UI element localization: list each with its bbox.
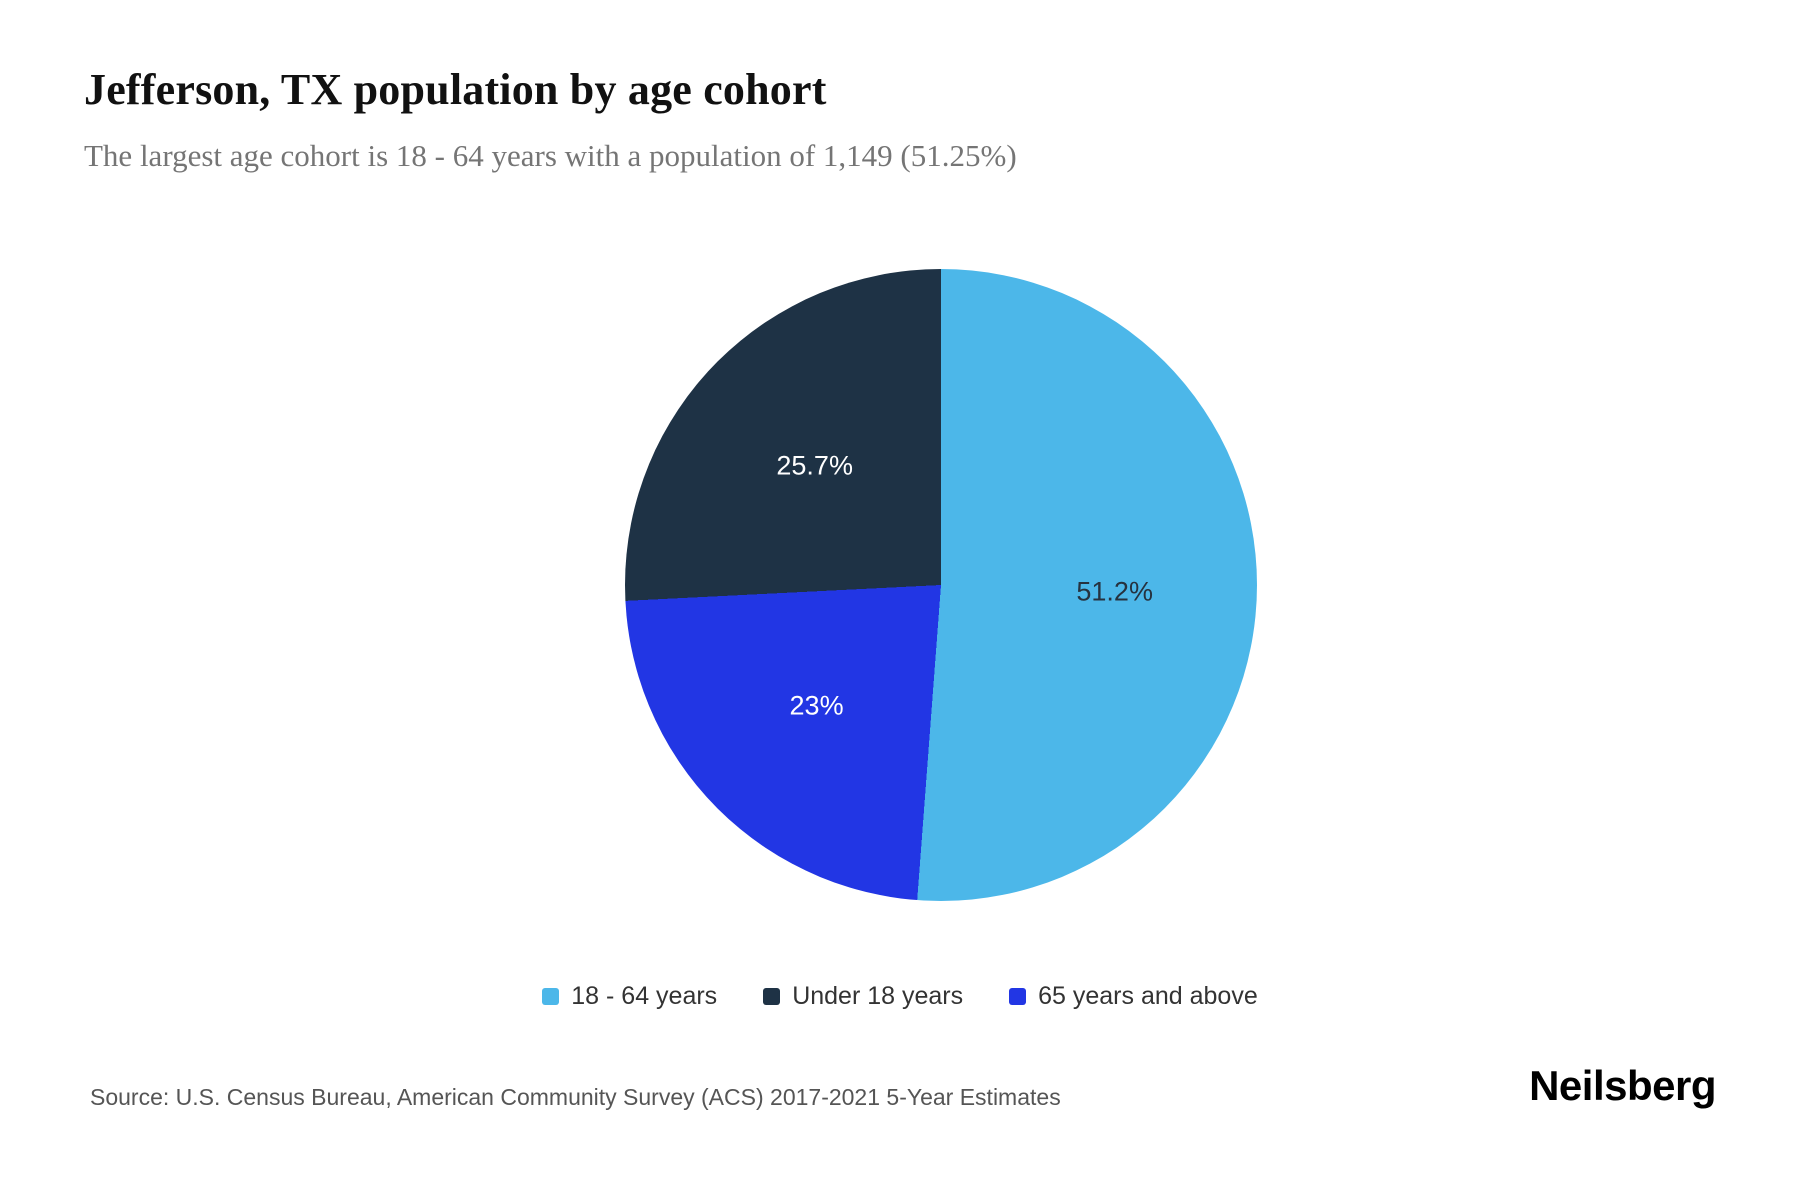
legend-label-18-64-years: 18 - 64 years bbox=[571, 982, 718, 1010]
slice-label-1: 23% bbox=[789, 690, 844, 721]
legend-swatch-65-years-and-above bbox=[1009, 988, 1027, 1005]
pie-chart[interactable]: 51.2% 23% 25.7% bbox=[625, 269, 1257, 901]
chart-subtitle: The largest age cohort is 18 - 64 years … bbox=[84, 138, 1017, 173]
legend-item-18-64-years[interactable]: 18 - 64 years bbox=[542, 982, 717, 1011]
legend-swatch-under-18-years bbox=[763, 988, 781, 1005]
pie-chart-area: 51.2% 23% 25.7% bbox=[625, 269, 1257, 901]
legend-label-under-18-years: Under 18 years bbox=[792, 982, 964, 1010]
slice-label-0: 51.2% bbox=[1076, 576, 1153, 607]
legend: 18 - 64 years Under 18 years 65 years an… bbox=[0, 982, 1800, 1011]
legend-item-under-18-years[interactable]: Under 18 years bbox=[763, 982, 963, 1011]
legend-label-65-years-and-above: 65 years and above bbox=[1038, 982, 1258, 1010]
legend-swatch-18-64-years bbox=[542, 988, 560, 1005]
slice-label-2: 25.7% bbox=[776, 450, 853, 481]
chart-title: Jefferson, TX population by age cohort bbox=[84, 65, 827, 114]
legend-item-65-years-and-above[interactable]: 65 years and above bbox=[1009, 982, 1258, 1011]
source-attribution: Source: U.S. Census Bureau, American Com… bbox=[90, 1084, 1061, 1110]
brand-logo[interactable]: Neilsberg bbox=[1529, 1062, 1716, 1109]
